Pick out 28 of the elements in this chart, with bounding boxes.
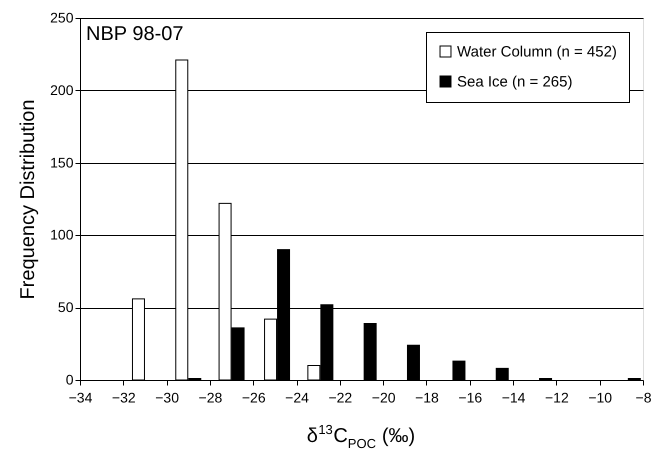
bar <box>496 368 509 380</box>
x-tick-label: −34 <box>68 390 93 406</box>
bar <box>406 344 420 380</box>
y-tick-label: 100 <box>50 226 74 243</box>
x-tick-label: −18 <box>415 390 440 406</box>
legend-label: Sea Ice (n = 265) <box>457 74 572 90</box>
x-tick-label: −16 <box>458 390 482 406</box>
x-tick-label: −26 <box>242 390 266 406</box>
x-tick-label: −28 <box>198 390 223 406</box>
x-tick-label: −10 <box>588 390 612 406</box>
x-tick-label: −24 <box>285 390 310 406</box>
x-tick-label: −14 <box>502 390 526 406</box>
x-tick-label: −32 <box>112 390 136 406</box>
x-tick-label: −12 <box>545 390 569 406</box>
chart-title: NBP 98-07 <box>86 23 184 45</box>
x-tick-label: −30 <box>155 390 180 406</box>
y-tick-label: 50 <box>58 299 74 316</box>
legend-label: Water Column (n = 452) <box>457 44 617 60</box>
y-tick-label: 150 <box>50 154 74 170</box>
x-tick-label: −8 <box>636 390 652 406</box>
y-tick-label: 250 <box>50 10 74 26</box>
y-tick-label: 200 <box>50 82 74 98</box>
y-tick-label: 0 <box>66 372 74 388</box>
bar <box>364 323 377 380</box>
bar <box>452 360 466 380</box>
x-tick-label: −22 <box>328 390 352 406</box>
y-axis-title: Frequency Distribution <box>17 99 40 300</box>
x-tick-label: −20 <box>372 390 396 406</box>
